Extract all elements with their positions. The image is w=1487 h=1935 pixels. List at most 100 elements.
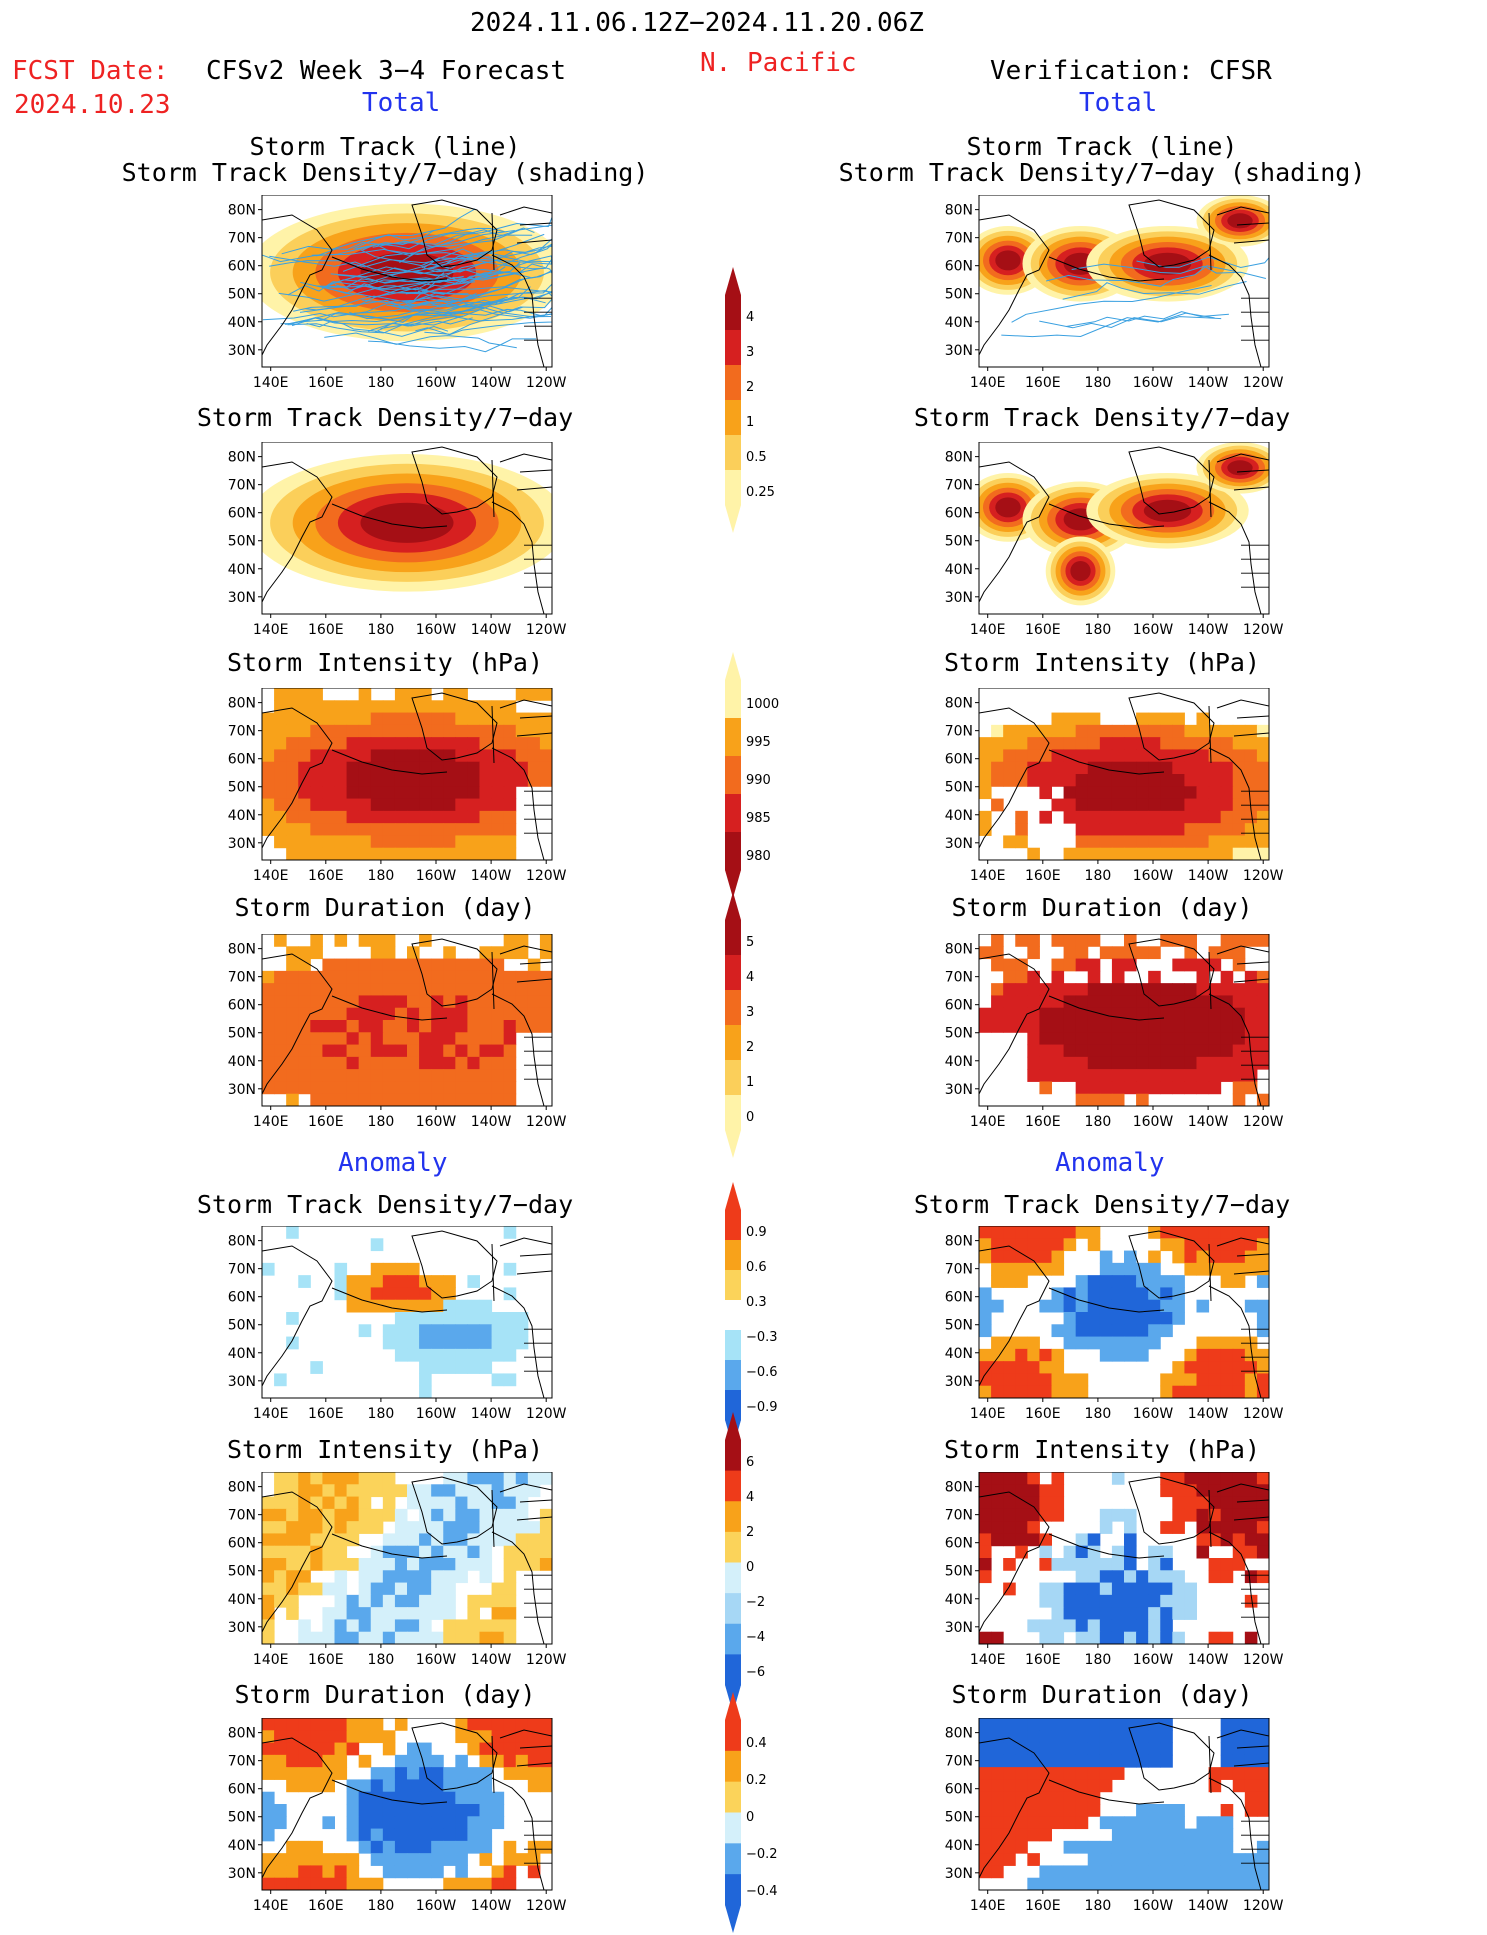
grid-cell xyxy=(274,1069,287,1082)
grid-cell xyxy=(322,1093,335,1106)
grid-cell xyxy=(443,1791,456,1805)
grid-cell xyxy=(479,1816,493,1830)
grid-cell xyxy=(310,1545,323,1559)
colorbar-swatch xyxy=(725,1812,741,1844)
coastline xyxy=(516,486,552,491)
grid-cell xyxy=(382,1742,396,1756)
grid-cell xyxy=(515,737,529,750)
grid-cell xyxy=(991,1508,1004,1522)
lat-tick-label: 30N xyxy=(228,1082,256,1098)
grid-cell xyxy=(310,1779,323,1793)
grid-cell xyxy=(1099,1250,1113,1264)
grid-cell xyxy=(407,1804,420,1817)
panel-title: Storm Track (line) xyxy=(249,132,521,161)
grid-cell xyxy=(1075,1594,1089,1608)
grid-cell xyxy=(274,1754,287,1768)
density-contour xyxy=(1143,499,1192,522)
grid-cell xyxy=(1063,1312,1077,1325)
grid-cell xyxy=(1099,1020,1113,1033)
grid-cell xyxy=(286,1840,299,1854)
grid-cell xyxy=(1232,823,1246,836)
grid-cell xyxy=(467,712,480,726)
grid-cell xyxy=(503,1020,517,1033)
lat-tick-label: 50N xyxy=(945,780,973,796)
grid-cell xyxy=(298,724,311,738)
grid-cell xyxy=(274,934,287,947)
grid-cell xyxy=(1063,1754,1077,1768)
grid-cell xyxy=(1124,1828,1137,1842)
grid-cell xyxy=(1208,1385,1222,1398)
coastline xyxy=(1233,239,1269,244)
grid-cell xyxy=(394,1312,408,1325)
grid-cell xyxy=(1232,749,1246,763)
grid-cell xyxy=(1232,1779,1246,1793)
grid-cell xyxy=(1232,724,1246,738)
grid-cell xyxy=(407,1521,420,1534)
grid-cell xyxy=(310,1472,323,1485)
grid-cell xyxy=(1208,786,1222,800)
grid-cell xyxy=(274,1558,287,1571)
grid-cell xyxy=(1244,1767,1258,1780)
grid-cell xyxy=(407,810,420,824)
grid-cell xyxy=(491,1373,505,1387)
grid-cell xyxy=(1099,749,1113,763)
grid-cell xyxy=(455,995,468,1009)
grid-cell xyxy=(370,1508,384,1522)
grid-cell xyxy=(1003,1348,1016,1362)
grid-cell xyxy=(298,1484,311,1498)
grid-cell xyxy=(1075,1373,1089,1387)
grid-cell xyxy=(503,761,517,775)
grid-cell xyxy=(1160,1299,1173,1313)
grid-cell xyxy=(370,1262,384,1276)
grid-cell xyxy=(262,1570,275,1584)
grid-cell xyxy=(1160,1594,1173,1608)
coastline xyxy=(1048,749,1165,775)
lon-tick-label: 160W xyxy=(1133,622,1174,638)
grid-cell xyxy=(1099,995,1113,1009)
grid-cell xyxy=(1124,1619,1137,1633)
grid-cell xyxy=(274,1570,287,1584)
grid-cell xyxy=(539,1533,552,1547)
grid-cell xyxy=(1208,823,1222,836)
grid-cell xyxy=(370,1238,384,1252)
grid-cell xyxy=(979,1791,992,1805)
grid-cell xyxy=(1027,1472,1040,1485)
coastline xyxy=(1236,1745,1269,1749)
lat-tick-label: 30N xyxy=(945,590,973,606)
grid-cell xyxy=(1220,1742,1234,1756)
coastline xyxy=(331,1533,448,1559)
grid-cell xyxy=(286,688,299,701)
lat-tick-label: 60N xyxy=(228,998,256,1014)
grid-cell xyxy=(431,1607,444,1620)
grid-cell xyxy=(467,749,480,763)
grid-cell xyxy=(1196,1828,1210,1842)
grid-cell xyxy=(1256,1020,1269,1033)
grid-cell xyxy=(394,1299,408,1313)
grid-cell xyxy=(1015,1361,1028,1374)
grid-cell xyxy=(322,786,335,800)
grid-cell xyxy=(503,1558,517,1571)
grid-cell xyxy=(991,1336,1004,1350)
colorbar-tip xyxy=(725,1905,741,1933)
map-frame xyxy=(978,1226,1270,1399)
grid-cell xyxy=(1232,1336,1246,1350)
grid-cell xyxy=(1256,1508,1269,1522)
grid-cell xyxy=(407,1044,420,1058)
grid-cell xyxy=(467,1816,480,1830)
grid-cell xyxy=(262,1619,275,1633)
grid-cell xyxy=(503,1631,517,1644)
grid-cell xyxy=(419,810,432,824)
lat-tick-label: 30N xyxy=(945,343,973,359)
grid-cell xyxy=(431,1056,444,1070)
storm-track-line xyxy=(428,257,552,273)
grid-cell xyxy=(431,1496,444,1510)
grid-cell xyxy=(1232,1521,1246,1534)
colorbar-label: 0.2 xyxy=(746,1773,767,1788)
grid-cell xyxy=(310,1853,323,1866)
grid-cell xyxy=(1220,1853,1234,1866)
grid-cell xyxy=(1256,847,1269,860)
grid-cell xyxy=(1196,1508,1210,1522)
lon-tick-label: 140E xyxy=(970,1406,1006,1422)
grid-cell xyxy=(1015,1545,1028,1559)
